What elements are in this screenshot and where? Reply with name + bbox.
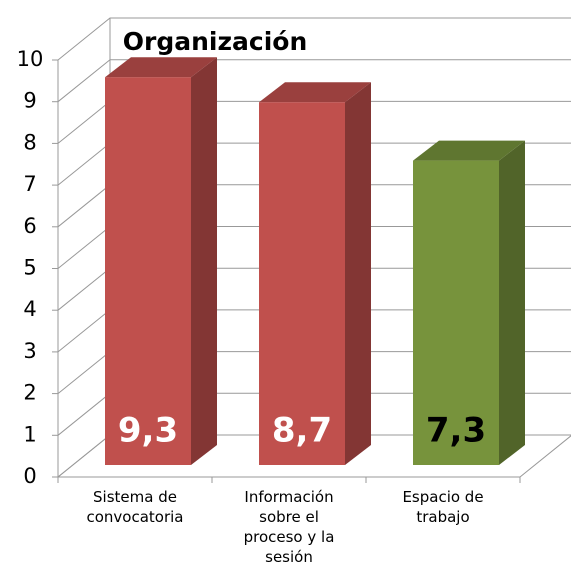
bar	[413, 160, 499, 465]
y-tick-label: 8	[23, 130, 36, 154]
y-tick-label: 4	[23, 297, 36, 321]
bar-top	[105, 57, 217, 78]
value-label: 9,3	[118, 411, 178, 451]
x-tick-label: Espacio de trabajo	[402, 488, 484, 526]
value-label: 7,3	[426, 411, 486, 451]
x-tick-label: Información sobre el proceso y la sesión	[243, 488, 335, 566]
bar	[105, 77, 191, 465]
chart-title: Organización	[123, 27, 308, 56]
y-tick-label: 9	[23, 89, 36, 113]
value-label: 8,7	[272, 411, 332, 451]
x-tick-label: Sistema de convocatoria	[86, 488, 184, 526]
y-tick-label: 1	[23, 422, 36, 446]
bar-side	[345, 82, 371, 466]
y-tick-label: 6	[23, 214, 36, 238]
y-tick-label: 0	[23, 464, 36, 488]
bar-side	[499, 140, 525, 465]
grid-line	[57, 17, 571, 61]
bar	[259, 102, 345, 466]
bar-side	[191, 57, 217, 465]
bar-top	[259, 82, 371, 103]
y-tick-label: 5	[23, 256, 36, 280]
grid-line	[57, 59, 571, 103]
y-tick-label: 2	[23, 381, 36, 405]
y-tick-label: 3	[23, 339, 36, 363]
y-tick-label: 10	[17, 47, 44, 71]
y-tick-label: 7	[23, 172, 36, 196]
bar-top	[413, 140, 525, 161]
